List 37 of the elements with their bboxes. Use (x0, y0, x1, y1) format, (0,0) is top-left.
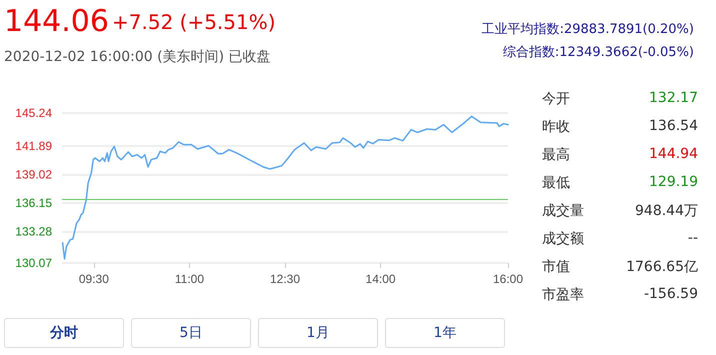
chart-subtitle: 2020-12-02 16:00:00 (美东时间) 已收盘 (4, 48, 271, 66)
text: 1月 (258, 318, 378, 348)
x-tick-label: 12:30 (270, 272, 300, 286)
text: -- (688, 230, 698, 246)
text: 最低 (542, 174, 570, 192)
text: 分时 (4, 318, 124, 348)
x-tick-label: 09:30 (78, 272, 110, 286)
y-tick-label: 141.89 (15, 139, 52, 154)
text: 144.94 (649, 146, 698, 162)
text: 1766.65亿 (626, 258, 698, 276)
text: 昨收 (542, 118, 570, 136)
text: 工业平均指数:29883.7891(0.20%) (482, 21, 694, 38)
x-tick-label: 16:00 (492, 272, 524, 286)
y-tick-label: 139.02 (15, 168, 52, 182)
x-tick-label: 14:00 (366, 272, 396, 286)
chart-title: 144.06 (4, 4, 109, 39)
text: 948.44万 (635, 202, 698, 220)
x-tick-label: 11:00 (174, 272, 204, 286)
text: 132.17 (649, 90, 698, 106)
y-tick-label: 133.28 (15, 224, 52, 238)
y-tick-label: 136.15 (15, 196, 52, 210)
text: 1年 (385, 318, 505, 348)
text: 129.19 (649, 174, 698, 190)
y-tick-label: 145.24 (15, 106, 52, 120)
text: 今开 (542, 90, 570, 108)
text: 综合指数:12349.3662(-0.05%) (502, 44, 694, 61)
text: 5日 (131, 318, 251, 348)
text: 136.54 (649, 118, 698, 134)
text: 成交额 (542, 230, 584, 248)
text: 成交量 (542, 202, 584, 220)
text: 市盈率 (542, 286, 584, 304)
text: +7.52 (+5.51%) (112, 10, 276, 34)
text: -156.59 (644, 286, 698, 302)
text: 最高 (542, 146, 570, 164)
line-series (62, 116, 509, 260)
y-tick-label: 130.07 (15, 256, 52, 270)
text: 市值 (542, 258, 570, 276)
